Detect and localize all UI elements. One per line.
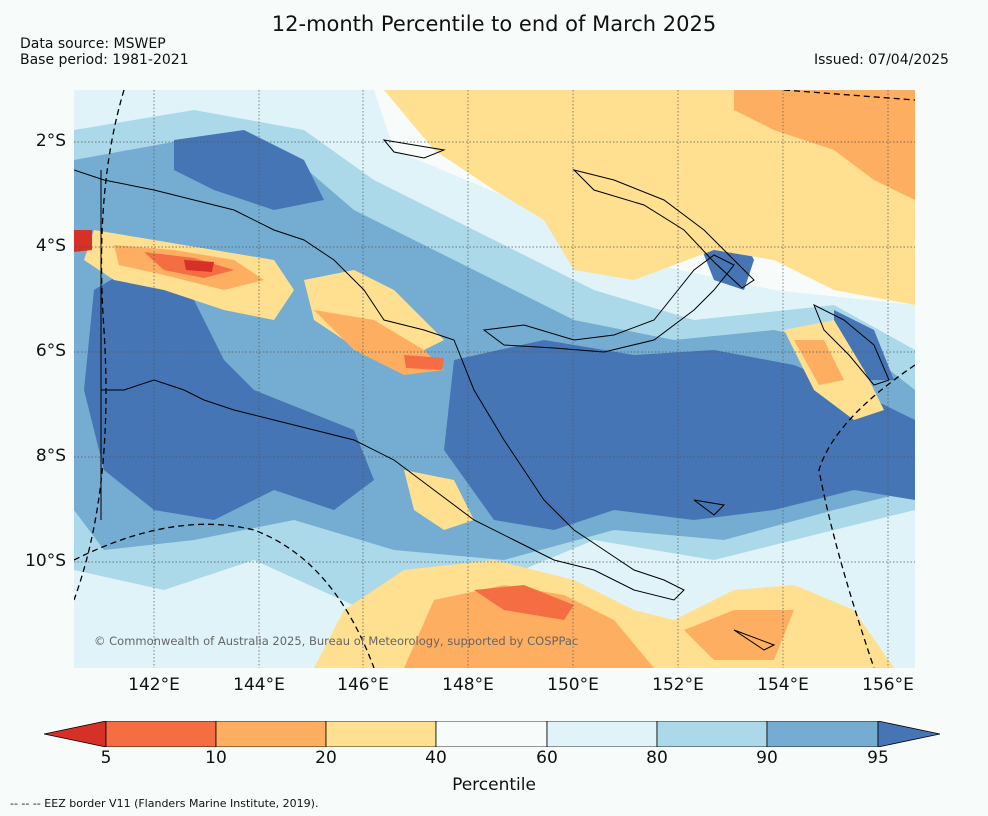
percentile-zone-above-95 [444, 340, 915, 530]
colorbar-tick-40: 40 [425, 748, 447, 768]
lat-label-6s: 6°S [35, 341, 66, 361]
lon-label-146e: 146°E [337, 675, 389, 695]
eez-footnote: -- -- -- EEZ border V11 (Flanders Marine… [10, 797, 319, 810]
eez-borders [74, 90, 915, 668]
lon-label-148e: 148°E [442, 675, 494, 695]
percentile-zone-10-20-south [404, 585, 654, 668]
colorbar-tick-10: 10 [205, 748, 227, 768]
lat-label-4s: 4°S [35, 236, 66, 256]
colorbar-segment-below-5 [44, 721, 107, 747]
data-source-label: Data source: MSWEP [20, 36, 166, 52]
colorbar-segment-20-40 [325, 721, 437, 747]
lon-label-142e: 142°E [128, 675, 180, 695]
colorbar-tick-95: 95 [867, 748, 889, 768]
percentile-zone-below-5-highlands [184, 260, 214, 272]
lon-label-144e: 144°E [233, 675, 285, 695]
colorbar-segment-40-60 [435, 721, 548, 747]
coastlines [74, 139, 890, 651]
colorbar-segment-above-95 [877, 721, 940, 747]
colorbar-label: Percentile [452, 775, 536, 795]
percentile-zone-10-20-northeast [734, 90, 915, 200]
lon-label-156e: 156°E [862, 675, 914, 695]
lat-label-2s: 2°S [35, 131, 66, 151]
percentile-zone-10-20-southeast [684, 610, 794, 660]
percentile-zone-above-95-north [174, 130, 324, 210]
colorbar-segment-90-95 [766, 721, 879, 747]
percentile-zone-above-95-west [84, 260, 374, 520]
colorbar-segment-10-20 [215, 721, 327, 747]
percentile-zone-10-20-bougainville [794, 340, 844, 385]
graticule [74, 90, 915, 668]
percentile-zone-20-40-central [304, 270, 444, 360]
issued-date-label: Issued: 07/04/2025 [814, 52, 949, 68]
copyright-note: © Commonwealth of Australia 2025, Bureau… [94, 634, 578, 648]
map-canvas: © Commonwealth of Australia 2025, Bureau… [74, 90, 915, 668]
lat-label-10s: 10°S [25, 551, 66, 571]
percentile-zone-below-5-west [74, 230, 92, 252]
colorbar-segment-60-80 [546, 721, 658, 747]
lat-label-8s: 8°S [35, 446, 66, 466]
lon-label-154e: 154°E [757, 675, 809, 695]
lon-label-152e: 152°E [652, 675, 704, 695]
base-period-label: Base period: 1981-2021 [20, 52, 189, 68]
percentile-zone-5-10-central [404, 355, 444, 370]
lon-label-150e: 150°E [547, 675, 599, 695]
colorbar-tick-90: 90 [756, 748, 778, 768]
percentile-zone-20-40-owen-stanley [404, 470, 474, 530]
colorbar-segment-5-10 [105, 721, 217, 747]
colorbar-tick-20: 20 [315, 748, 337, 768]
percentile-zone-5-10-south [474, 585, 574, 620]
colorbar-tick-60: 60 [536, 748, 558, 768]
colorbar [44, 721, 940, 747]
percentile-zone-20-40-northeast [384, 90, 915, 305]
colorbar-tick-80: 80 [646, 748, 668, 768]
map-title: 12-month Percentile to end of March 2025 [271, 12, 717, 36]
percentile-map: © Commonwealth of Australia 2025, Bureau… [74, 90, 915, 668]
colorbar-tick-5: 5 [100, 748, 112, 768]
colorbar-segment-80-90 [656, 721, 768, 747]
